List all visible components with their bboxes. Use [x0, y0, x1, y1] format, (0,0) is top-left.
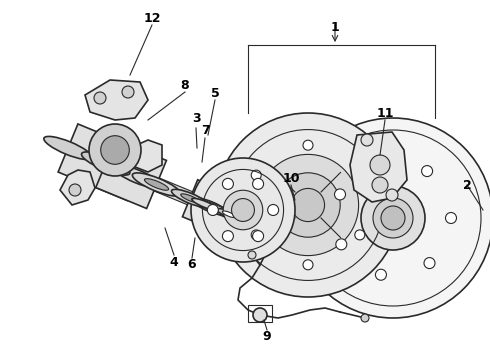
Polygon shape [58, 124, 147, 201]
Circle shape [445, 212, 457, 224]
Polygon shape [96, 139, 167, 208]
Text: 2: 2 [463, 179, 471, 192]
Circle shape [191, 158, 295, 262]
Circle shape [122, 86, 134, 98]
Text: 7: 7 [200, 123, 209, 136]
Ellipse shape [181, 194, 199, 203]
Text: 10: 10 [282, 171, 300, 185]
Circle shape [361, 314, 369, 322]
Circle shape [381, 206, 405, 230]
Circle shape [373, 198, 413, 238]
Polygon shape [130, 140, 162, 172]
Ellipse shape [145, 179, 169, 190]
Ellipse shape [192, 198, 218, 210]
Text: 11: 11 [376, 107, 394, 120]
Circle shape [370, 155, 390, 175]
Circle shape [293, 118, 490, 318]
Text: 3: 3 [192, 112, 200, 125]
Circle shape [252, 231, 264, 242]
Circle shape [222, 231, 233, 242]
Circle shape [336, 239, 347, 250]
Circle shape [232, 199, 254, 221]
Text: 9: 9 [263, 330, 271, 343]
Circle shape [335, 189, 345, 200]
Ellipse shape [113, 165, 162, 188]
Ellipse shape [81, 152, 130, 175]
Circle shape [361, 134, 373, 146]
Circle shape [223, 190, 263, 230]
Polygon shape [182, 180, 218, 225]
Circle shape [303, 140, 313, 150]
Ellipse shape [192, 198, 229, 216]
Ellipse shape [44, 136, 92, 159]
Circle shape [257, 154, 359, 256]
Ellipse shape [199, 201, 229, 215]
Ellipse shape [210, 206, 240, 220]
Circle shape [69, 184, 81, 196]
Circle shape [372, 157, 384, 167]
Polygon shape [350, 132, 407, 202]
Circle shape [355, 170, 365, 180]
Circle shape [216, 113, 400, 297]
Polygon shape [85, 80, 148, 120]
Polygon shape [65, 141, 215, 214]
Circle shape [303, 260, 313, 270]
Circle shape [276, 173, 340, 237]
Circle shape [424, 257, 435, 269]
Circle shape [101, 136, 129, 164]
Circle shape [355, 230, 365, 240]
Text: 5: 5 [211, 86, 220, 99]
Circle shape [252, 179, 264, 189]
Polygon shape [208, 193, 231, 228]
Circle shape [375, 269, 387, 280]
Circle shape [372, 177, 388, 193]
Ellipse shape [172, 189, 209, 207]
Ellipse shape [217, 208, 241, 220]
Circle shape [421, 166, 433, 176]
Circle shape [94, 92, 106, 104]
Circle shape [222, 179, 233, 189]
Text: 1: 1 [331, 21, 340, 33]
Circle shape [361, 186, 425, 250]
Circle shape [248, 251, 256, 259]
Circle shape [89, 124, 141, 176]
Circle shape [251, 170, 261, 180]
Circle shape [207, 204, 219, 216]
Circle shape [251, 230, 261, 240]
Circle shape [268, 204, 279, 216]
Circle shape [253, 308, 267, 322]
Ellipse shape [222, 211, 235, 217]
Polygon shape [60, 170, 95, 205]
Text: 4: 4 [170, 256, 178, 269]
Ellipse shape [132, 173, 181, 196]
Circle shape [292, 188, 324, 221]
Text: 8: 8 [181, 78, 189, 91]
Text: 12: 12 [143, 12, 161, 24]
Circle shape [386, 189, 398, 201]
Text: 6: 6 [188, 258, 196, 271]
